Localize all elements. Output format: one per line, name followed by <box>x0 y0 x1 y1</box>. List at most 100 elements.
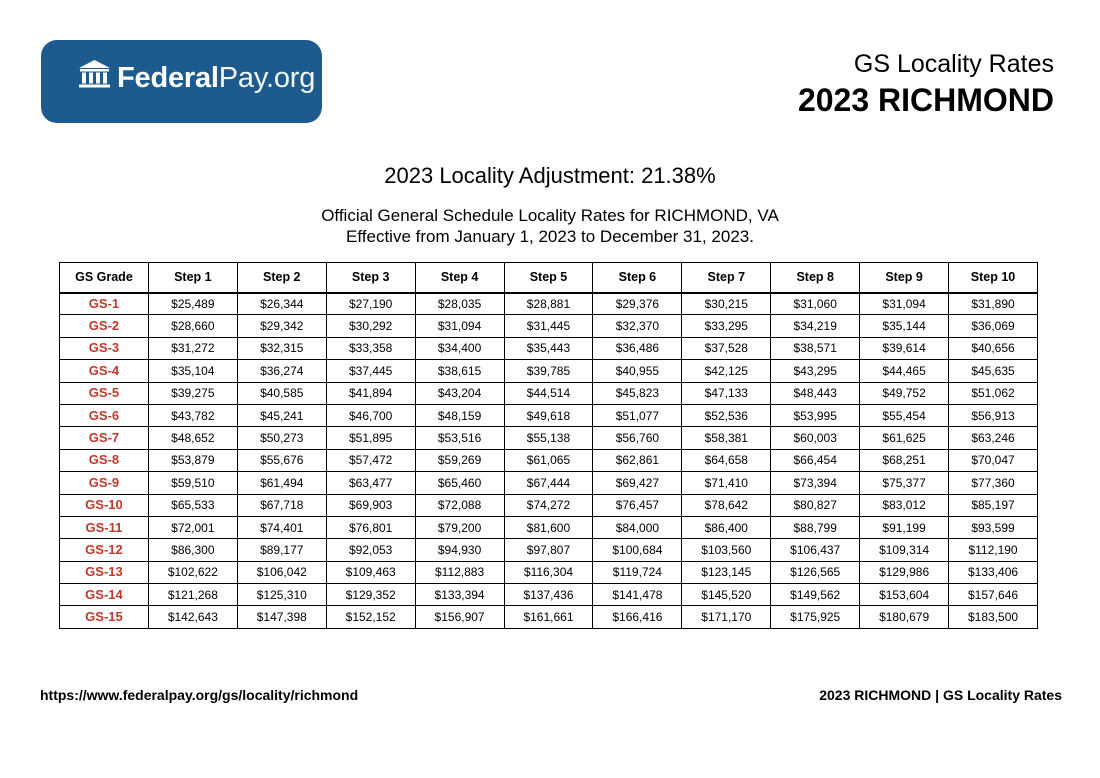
rate-cell: $65,533 <box>147 493 238 517</box>
rate-cell: $43,782 <box>147 403 238 428</box>
rate-cell: $37,528 <box>681 336 772 361</box>
column-header: Step 7 <box>681 262 772 293</box>
rate-cell: $137,436 <box>503 583 594 607</box>
grade-cell: GS-4 <box>59 359 149 383</box>
building-icon <box>79 60 110 88</box>
grade-cell: GS-1 <box>59 291 149 316</box>
rate-cell: $29,342 <box>236 314 327 338</box>
rate-cell: $72,001 <box>147 515 238 540</box>
rate-cell: $32,370 <box>592 314 683 338</box>
rate-cell: $100,684 <box>592 538 683 562</box>
rate-cell: $74,272 <box>503 493 594 517</box>
rate-cell: $56,760 <box>592 426 683 450</box>
rate-cell: $44,465 <box>859 359 950 383</box>
rate-cell: $66,454 <box>770 448 861 473</box>
rate-cell: $31,094 <box>414 314 505 338</box>
rate-cell: $50,273 <box>236 426 327 450</box>
rate-cell: $161,661 <box>503 605 594 629</box>
column-header: Step 8 <box>770 262 861 293</box>
table-row: GS-6 $43,782 $45,241 $46,700 $48,159 $49,618 $… <box>59 403 1038 428</box>
federalpay-logo[interactable]: FederalPay.org <box>41 40 322 123</box>
grade-cell: GS-6 <box>59 403 149 428</box>
logo-text: FederalPay.org <box>117 61 315 95</box>
rate-cell: $171,170 <box>681 605 772 629</box>
table-row: GS-13 $102,622 $106,042 $109,463 $112,883 $11… <box>59 560 1038 585</box>
rate-cell: $67,444 <box>503 471 594 495</box>
rate-cell: $79,200 <box>414 515 505 540</box>
rate-cell: $133,406 <box>948 560 1038 585</box>
grade-cell: GS-11 <box>59 515 149 540</box>
rate-cell: $59,269 <box>414 448 505 473</box>
rate-cell: $64,658 <box>681 448 772 473</box>
table-row: GS-14 $121,268 $125,310 $129,352 $133,394 $13… <box>59 583 1038 607</box>
rate-cell: $39,275 <box>147 381 238 405</box>
rate-cell: $68,251 <box>859 448 950 473</box>
rate-cell: $183,500 <box>948 605 1038 629</box>
rate-cell: $37,445 <box>325 359 416 383</box>
rate-cell: $80,827 <box>770 493 861 517</box>
grade-cell: GS-7 <box>59 426 149 450</box>
logo-text-bold: Federal <box>117 62 219 94</box>
footer-label: 2023 RICHMOND | GS Locality Rates <box>819 687 1062 703</box>
table-row: GS-5 $39,275 $40,585 $41,894 $43,204 $44,514 $… <box>59 381 1038 405</box>
rate-cell: $123,145 <box>681 560 772 585</box>
rate-cell: $38,571 <box>770 336 861 361</box>
rate-cell: $42,125 <box>681 359 772 383</box>
rate-cell: $85,197 <box>948 493 1038 517</box>
rate-cell: $112,883 <box>414 560 505 585</box>
rate-cell: $27,190 <box>325 291 416 316</box>
footer-url[interactable]: https://www.federalpay.org/gs/locality/r… <box>40 687 359 703</box>
rate-cell: $39,785 <box>503 359 594 383</box>
rate-cell: $33,358 <box>325 336 416 361</box>
rate-cell: $40,585 <box>236 381 327 405</box>
rate-cell: $89,177 <box>236 538 327 562</box>
rate-cell: $133,394 <box>414 583 505 607</box>
rate-cell: $145,520 <box>681 583 772 607</box>
table-row: GS-4 $35,104 $36,274 $37,445 $38,615 $39,785 $… <box>59 359 1038 383</box>
rate-cell: $93,599 <box>948 515 1038 540</box>
rate-cell: $26,344 <box>236 291 327 316</box>
rate-cell: $63,246 <box>948 426 1038 450</box>
grade-cell: GS-8 <box>59 448 149 473</box>
rate-cell: $61,494 <box>236 471 327 495</box>
rate-cell: $76,457 <box>592 493 683 517</box>
rate-cell: $43,295 <box>770 359 861 383</box>
table-row: GS-12 $86,300 $89,177 $92,053 $94,930 $97,807… <box>59 538 1038 562</box>
rate-cell: $180,679 <box>859 605 950 629</box>
rate-cell: $106,437 <box>770 538 861 562</box>
rate-cell: $59,510 <box>147 471 238 495</box>
column-header: Step 4 <box>414 262 505 293</box>
rate-cell: $60,003 <box>770 426 861 450</box>
rate-cell: $61,065 <box>503 448 594 473</box>
rate-cell: $31,272 <box>147 336 238 361</box>
rate-cell: $51,077 <box>592 403 683 428</box>
rate-cell: $33,295 <box>681 314 772 338</box>
rate-cell: $31,060 <box>770 291 861 316</box>
rate-cell: $49,618 <box>503 403 594 428</box>
rate-cell: $47,133 <box>681 381 772 405</box>
rate-cell: $36,069 <box>948 314 1038 338</box>
description-line-2: Effective from January 1, 2023 to Decemb… <box>346 227 754 246</box>
rate-cell: $72,088 <box>414 493 505 517</box>
grade-cell: GS-10 <box>59 493 149 517</box>
rate-cell: $55,454 <box>859 403 950 428</box>
rate-cell: $86,300 <box>147 538 238 562</box>
rate-cell: $49,752 <box>859 381 950 405</box>
rate-cell: $40,656 <box>948 336 1038 361</box>
rate-cell: $157,646 <box>948 583 1038 607</box>
locality-rates-table: GS Grade Step 1 Step 2 Step 3 Step 4 Step 5 St… <box>59 262 1038 629</box>
rate-cell: $35,443 <box>503 336 594 361</box>
rate-cell: $152,152 <box>325 605 416 629</box>
rate-cell: $76,801 <box>325 515 416 540</box>
rate-cell: $74,401 <box>236 515 327 540</box>
grade-cell: GS-15 <box>59 605 149 629</box>
rate-cell: $67,718 <box>236 493 327 517</box>
rate-cell: $61,625 <box>859 426 950 450</box>
column-header: Step 2 <box>236 262 327 293</box>
rate-cell: $69,903 <box>325 493 416 517</box>
table-row: GS-2 $28,660 $29,342 $30,292 $31,094 $31,445 $… <box>59 314 1038 338</box>
table-body: GS-1 $25,489 $26,344 $27,190 $28,035 $28,881 $… <box>59 291 1038 629</box>
rate-cell: $40,955 <box>592 359 683 383</box>
rate-cell: $56,913 <box>948 403 1038 428</box>
rate-cell: $121,268 <box>147 583 238 607</box>
